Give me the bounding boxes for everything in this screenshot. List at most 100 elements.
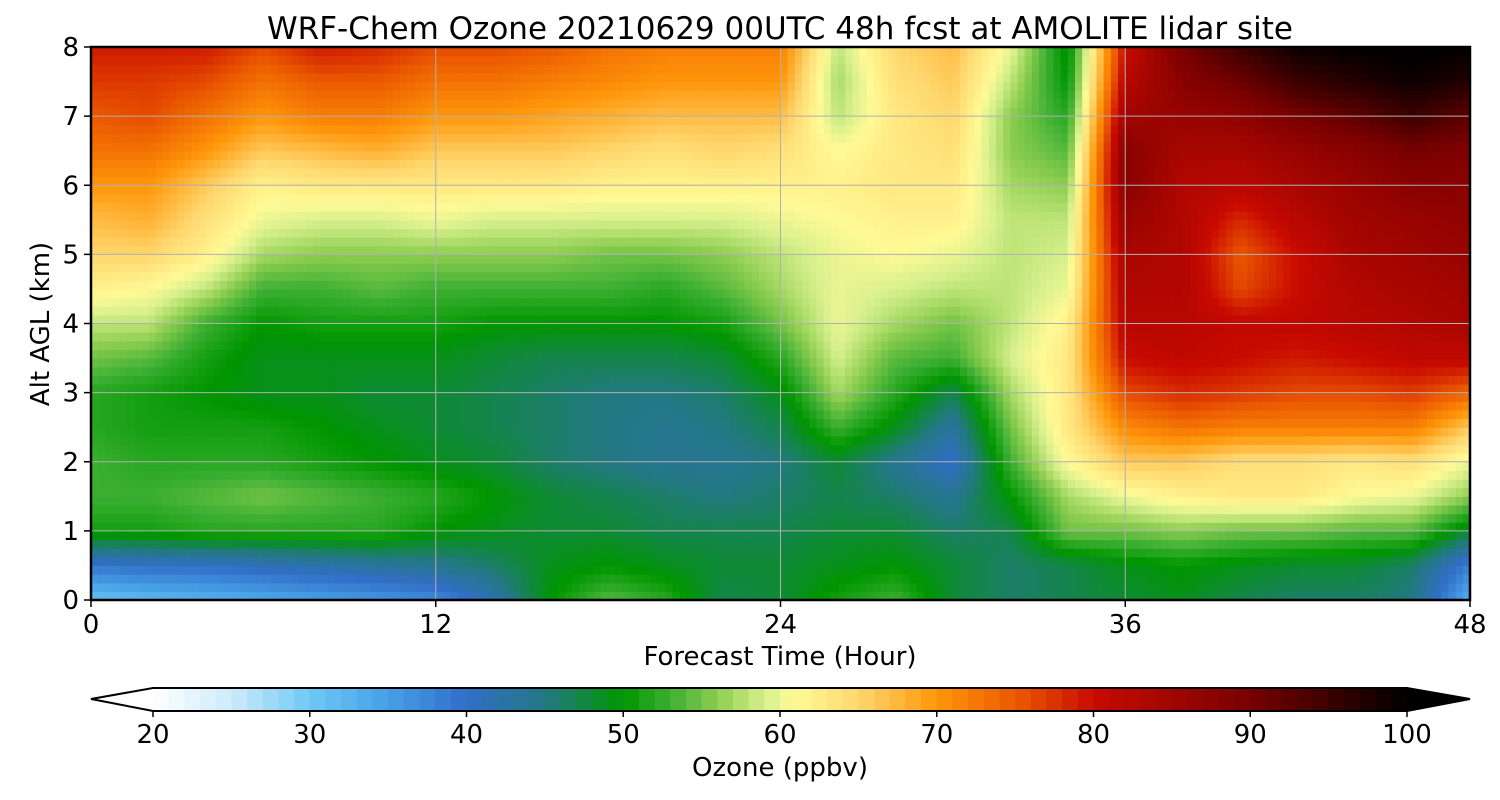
heatmap-cell xyxy=(608,409,616,420)
heatmap-cell xyxy=(672,461,681,471)
heatmap-cell xyxy=(615,461,624,471)
heatmap-cell xyxy=(320,556,329,567)
heatmap-cell xyxy=(1441,435,1450,446)
heatmap-cell xyxy=(787,409,796,420)
heatmap-cell xyxy=(1031,461,1040,471)
heatmap-cell xyxy=(672,409,681,420)
heatmap-cell xyxy=(1376,461,1385,471)
heatmap-cell xyxy=(1390,496,1399,506)
heatmap-cell xyxy=(859,530,868,541)
heatmap-cell xyxy=(622,548,631,558)
heatmap-cell xyxy=(679,435,688,446)
heatmap-cell xyxy=(220,427,229,437)
heatmap-cell xyxy=(945,487,954,497)
heatmap-cell xyxy=(112,522,121,532)
heatmap-cell xyxy=(837,401,846,411)
heatmap-cell xyxy=(1175,530,1184,541)
heatmap-cell xyxy=(557,409,566,420)
heatmap-cell xyxy=(1347,539,1356,549)
heatmap-cell xyxy=(694,539,703,549)
heatmap-cell xyxy=(866,504,875,515)
heatmap-cell xyxy=(442,487,451,497)
heatmap-cell xyxy=(1161,479,1169,489)
heatmap-cell xyxy=(794,574,803,584)
heatmap-cell xyxy=(974,539,983,549)
heatmap-cell xyxy=(730,418,738,428)
heatmap-cell xyxy=(1046,435,1055,446)
heatmap-cell xyxy=(270,383,279,394)
heatmap-cell xyxy=(162,470,171,480)
heatmap-cell xyxy=(478,375,487,385)
heatmap-cell xyxy=(1039,582,1047,592)
heatmap-cell xyxy=(995,548,1004,558)
heatmap-cell xyxy=(184,556,193,567)
heatmap-cell xyxy=(967,565,976,575)
heatmap-cell xyxy=(1189,375,1198,385)
heatmap-cell xyxy=(435,461,444,471)
heatmap-cell xyxy=(521,435,530,446)
heatmap-cell xyxy=(428,539,437,549)
heatmap-cell xyxy=(205,487,214,497)
heatmap-cell xyxy=(292,556,300,567)
heatmap-cell xyxy=(399,392,408,402)
heatmap-cell xyxy=(356,513,365,523)
heatmap-cell xyxy=(1039,453,1047,463)
heatmap-cell xyxy=(873,409,882,420)
heatmap-cell xyxy=(1434,496,1442,506)
heatmap-cell xyxy=(277,487,286,497)
heatmap-cell xyxy=(995,574,1004,584)
heatmap-cell xyxy=(960,409,968,420)
heatmap-cell xyxy=(363,479,372,489)
heatmap-cell xyxy=(1455,444,1464,454)
heatmap-cell xyxy=(1153,574,1162,584)
heatmap-cell xyxy=(1254,487,1263,497)
heatmap-cell xyxy=(924,427,932,437)
heatmap-cell xyxy=(1211,496,1220,506)
heatmap-cell xyxy=(1039,444,1047,454)
heatmap-cell xyxy=(644,591,652,601)
heatmap-cell xyxy=(270,591,279,601)
heatmap-cell xyxy=(1355,582,1363,592)
heatmap-cell xyxy=(945,574,954,584)
heatmap-cell xyxy=(1276,418,1284,428)
heatmap-cell xyxy=(1197,461,1205,471)
heatmap-cell xyxy=(1347,444,1356,454)
heatmap-cell xyxy=(715,418,724,428)
heatmap-cell xyxy=(184,427,193,437)
heatmap-cell xyxy=(981,539,990,549)
heatmap-cell xyxy=(306,591,315,601)
heatmap-cell xyxy=(995,470,1004,480)
heatmap-cell xyxy=(1412,444,1421,454)
heatmap-cell xyxy=(550,548,559,558)
heatmap-cell xyxy=(701,444,710,454)
heatmap-cell xyxy=(995,427,1004,437)
heatmap-cell xyxy=(924,375,932,385)
heatmap-cell xyxy=(435,453,444,463)
heatmap-cell xyxy=(744,375,753,385)
heatmap-cell xyxy=(407,539,415,549)
heatmap-cell xyxy=(1297,409,1306,420)
heatmap-cell xyxy=(493,409,501,420)
heatmap-cell xyxy=(1290,418,1299,428)
heatmap-cell xyxy=(435,401,444,411)
heatmap-cell xyxy=(586,444,595,454)
heatmap-cell xyxy=(1204,556,1213,567)
heatmap-cell xyxy=(1376,435,1385,446)
heatmap-cell xyxy=(356,591,365,601)
heatmap-cell xyxy=(995,513,1004,523)
heatmap-cell xyxy=(593,409,602,420)
heatmap-cell xyxy=(1139,522,1148,532)
heatmap-cell xyxy=(1067,435,1076,446)
heatmap-cell xyxy=(170,565,178,575)
heatmap-cell xyxy=(1146,487,1155,497)
heatmap-cell xyxy=(622,556,631,567)
heatmap-cell xyxy=(816,470,825,480)
heatmap-cell xyxy=(335,427,343,437)
heatmap-cell xyxy=(1139,453,1148,463)
heatmap-cell xyxy=(1218,591,1227,601)
heatmap-cell xyxy=(1089,539,1098,549)
heatmap-cell xyxy=(1125,444,1134,454)
heatmap-cell xyxy=(335,574,343,584)
heatmap-cell xyxy=(1225,504,1234,515)
heatmap-cell xyxy=(342,574,351,584)
